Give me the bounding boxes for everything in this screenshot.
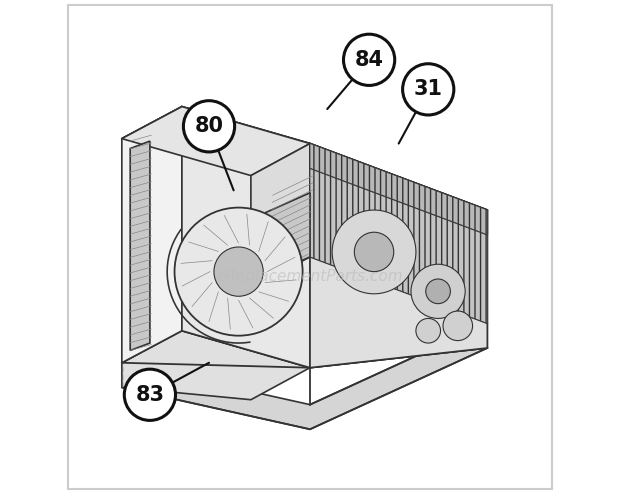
Circle shape xyxy=(124,369,175,420)
Circle shape xyxy=(343,34,395,85)
Polygon shape xyxy=(251,144,310,289)
Polygon shape xyxy=(182,107,310,368)
Circle shape xyxy=(411,264,465,319)
Circle shape xyxy=(175,207,303,335)
Polygon shape xyxy=(122,107,310,175)
Polygon shape xyxy=(310,144,487,324)
Circle shape xyxy=(355,232,394,272)
Circle shape xyxy=(184,101,234,152)
Polygon shape xyxy=(310,144,487,235)
Polygon shape xyxy=(265,193,310,277)
Polygon shape xyxy=(122,257,310,400)
Polygon shape xyxy=(310,144,487,368)
Circle shape xyxy=(426,279,450,304)
Polygon shape xyxy=(130,141,150,350)
Polygon shape xyxy=(310,144,487,235)
Text: 83: 83 xyxy=(135,385,164,405)
Polygon shape xyxy=(310,144,487,324)
Polygon shape xyxy=(122,324,487,429)
Circle shape xyxy=(443,311,472,340)
Text: 80: 80 xyxy=(195,116,224,136)
Text: 31: 31 xyxy=(414,80,443,99)
Circle shape xyxy=(402,64,454,115)
Circle shape xyxy=(416,319,441,343)
Polygon shape xyxy=(122,107,182,363)
Circle shape xyxy=(332,210,416,294)
Text: eReplacementParts.com: eReplacementParts.com xyxy=(216,269,404,284)
Circle shape xyxy=(214,247,264,296)
Text: 84: 84 xyxy=(355,50,384,70)
